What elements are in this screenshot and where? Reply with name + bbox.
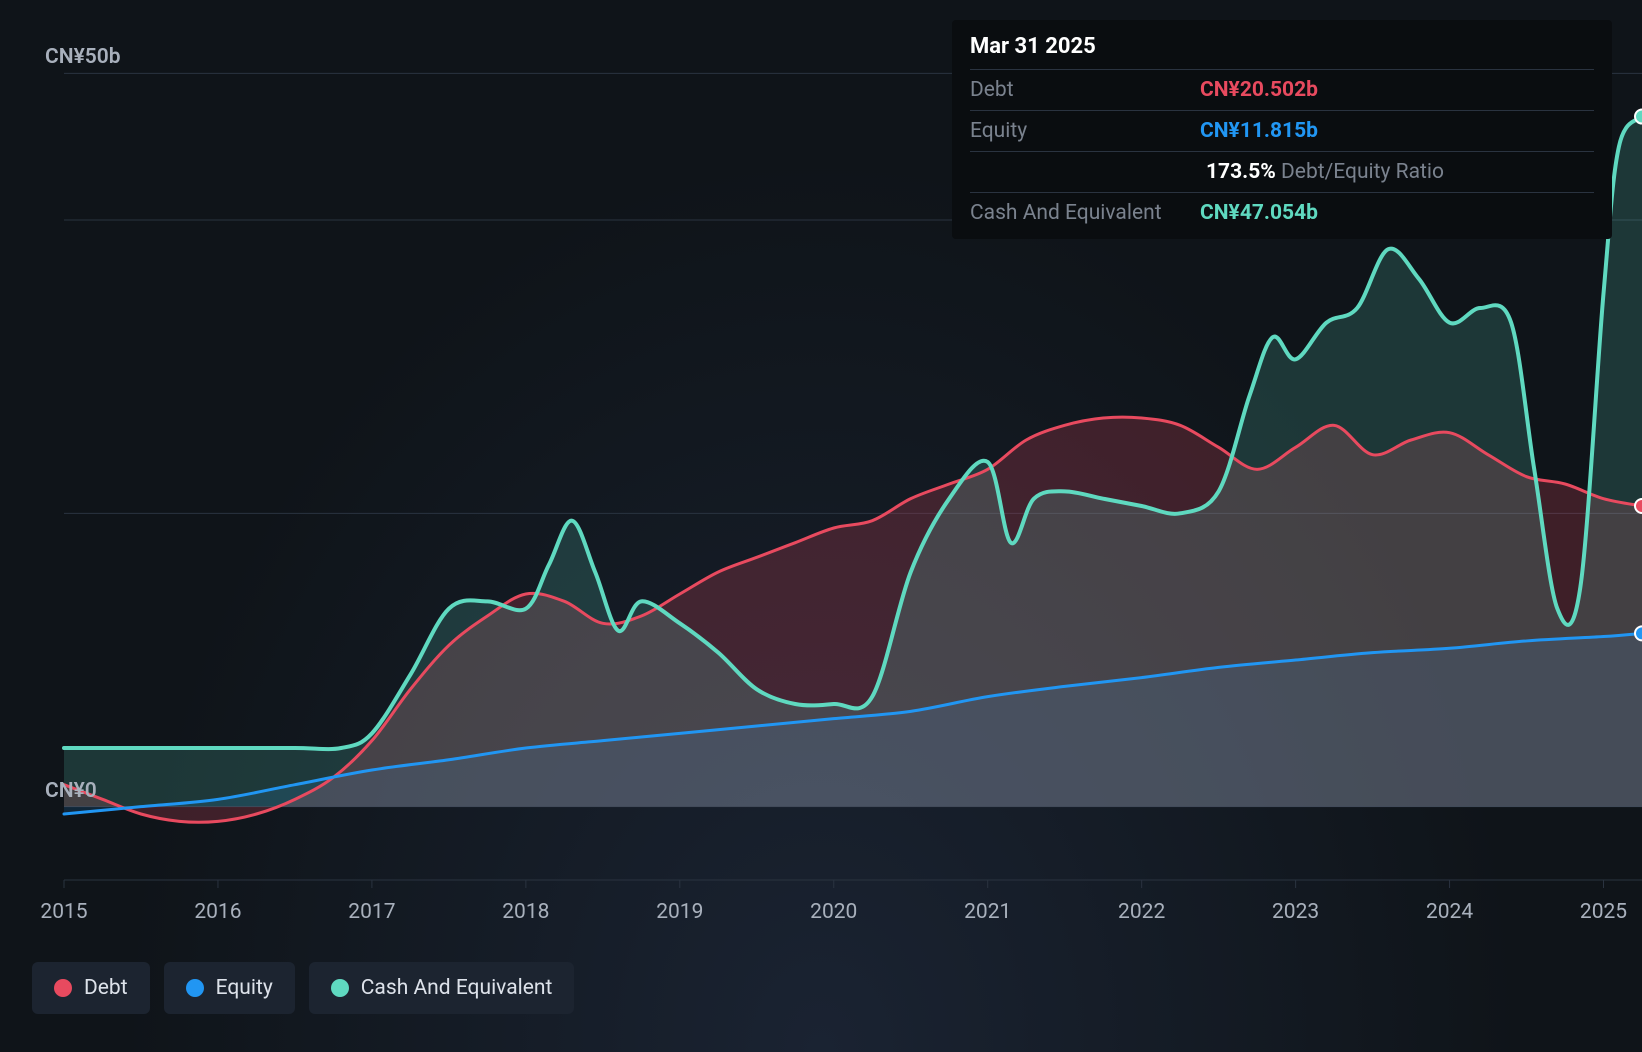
tooltip-row-value: CN¥47.054b xyxy=(1200,201,1318,225)
legend-item-cash[interactable]: Cash And Equivalent xyxy=(309,962,575,1014)
chart-container: CN¥0 CN¥50b 2015 2016 2017 2018 2019 2020 2021 2… xyxy=(0,0,1642,1052)
legend-item-debt[interactable]: Debt xyxy=(32,962,150,1014)
tooltip-row-value: CN¥20.502b xyxy=(1200,78,1318,102)
tooltip-row: EquityCN¥11.815b xyxy=(970,110,1594,151)
end-marker-debt xyxy=(1635,499,1642,513)
end-marker-equity xyxy=(1635,626,1642,640)
legend-label: Cash And Equivalent xyxy=(361,976,553,1000)
y-axis-label: CN¥0 xyxy=(45,779,97,803)
x-axis-label: 2021 xyxy=(964,900,1011,924)
x-axis-label: 2024 xyxy=(1426,900,1473,924)
tooltip-row: Cash And EquivalentCN¥47.054b xyxy=(970,192,1594,233)
tooltip-row-value: CN¥11.815b xyxy=(1200,119,1318,143)
chart-tooltip: Mar 31 2025 DebtCN¥20.502bEquityCN¥11.81… xyxy=(952,20,1612,239)
end-marker-cash xyxy=(1635,110,1642,124)
x-axis-label: 2017 xyxy=(348,900,395,924)
legend-item-equity[interactable]: Equity xyxy=(164,962,295,1014)
x-axis-label: 2018 xyxy=(502,900,549,924)
x-axis-label: 2023 xyxy=(1272,900,1319,924)
legend-dot-icon xyxy=(186,979,204,997)
legend-dot-icon xyxy=(54,979,72,997)
x-axis-label: 2022 xyxy=(1118,900,1165,924)
tooltip-row-label: Cash And Equivalent xyxy=(970,201,1200,225)
tooltip-row-extra: 173.5% Debt/Equity Ratio xyxy=(970,151,1594,192)
tooltip-row: DebtCN¥20.502b xyxy=(970,69,1594,110)
tooltip-row-label: Debt xyxy=(970,78,1200,102)
chart-legend: Debt Equity Cash And Equivalent xyxy=(32,962,574,1014)
legend-dot-icon xyxy=(331,979,349,997)
x-axis-label: 2020 xyxy=(810,900,857,924)
x-axis-label: 2019 xyxy=(656,900,703,924)
legend-label: Debt xyxy=(84,976,128,1000)
tooltip-ratio: 173.5% Debt/Equity Ratio xyxy=(1206,160,1444,184)
legend-label: Equity xyxy=(216,976,273,1000)
x-axis-label: 2015 xyxy=(40,900,87,924)
tooltip-date: Mar 31 2025 xyxy=(970,34,1594,69)
y-axis-label: CN¥50b xyxy=(45,45,121,69)
x-axis-label: 2016 xyxy=(194,900,241,924)
tooltip-row-label: Equity xyxy=(970,119,1200,143)
x-axis-label: 2025 xyxy=(1580,900,1627,924)
